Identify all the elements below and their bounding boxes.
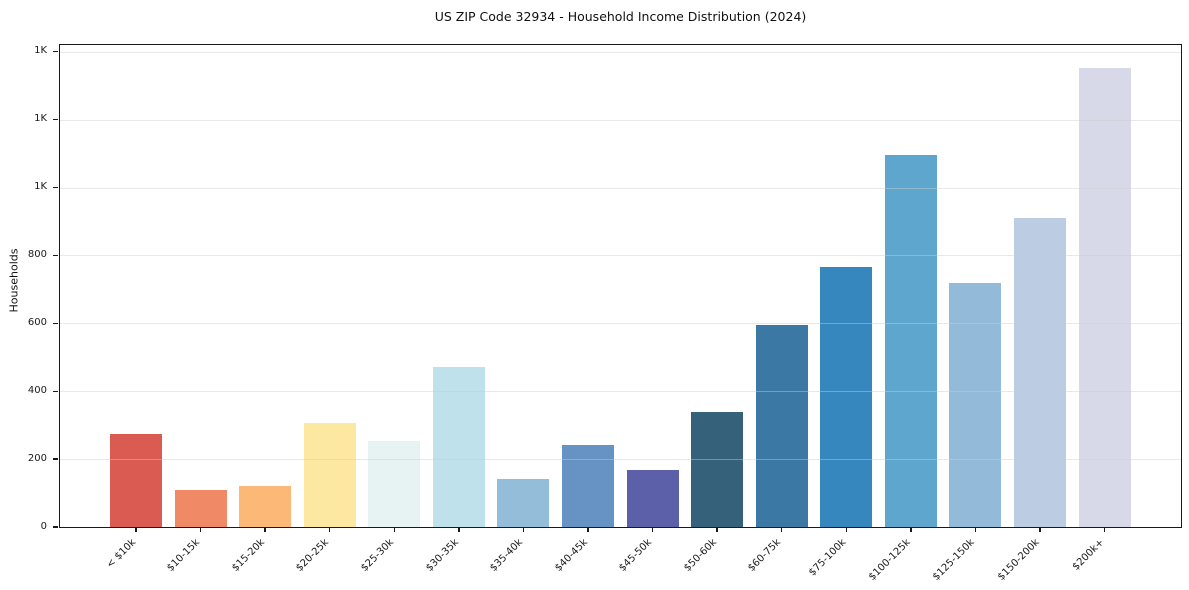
y-tick-mark [53,118,58,121]
gridline [60,459,1181,461]
y-tick-mark [53,390,58,392]
y-tick-mark [53,322,58,325]
y-tick-label: 800 [27,248,47,260]
y-tick-mark [53,458,58,460]
x-tick-mark [329,527,331,532]
bar [755,325,808,527]
bar [1078,68,1131,527]
gridline [60,187,1181,189]
y-tick-label: 1K [34,45,47,57]
y-tick-mark [53,51,58,53]
bar [884,155,937,527]
y-axis-label: Households [7,248,21,313]
x-tick-mark [910,527,912,532]
x-tick-mark [1039,527,1041,532]
bar [368,441,421,527]
bar [239,486,292,527]
x-tick-mark [781,527,783,532]
gridline [60,51,1181,53]
chart-title: US ZIP Code 32934 - Household Income Dis… [434,9,807,24]
gridline [60,323,1181,325]
bar [626,470,679,527]
y-tick-label: 400 [27,384,47,396]
x-tick-mark [135,527,137,532]
x-tick-mark [716,527,718,532]
x-tick-mark [522,527,525,532]
x-tick-mark [264,527,266,532]
bar [110,434,162,527]
y-tick-mark [53,186,58,189]
bar [1013,218,1066,527]
bar [820,267,873,527]
x-tick-mark [393,527,395,532]
x-tick-mark [458,527,460,532]
x-tick-mark [845,527,847,532]
bar [561,444,614,527]
plot-area: 0 200 400 600 800 1K 1K 1K < $10k $10-15k $15-20k… [28,44,1182,583]
x-tick-mark [1103,527,1106,532]
x-tick-mark [974,527,977,532]
x-tick-mark [587,527,589,532]
y-tick-label: 200 [27,452,47,464]
y-tick-label: 1K [34,113,47,125]
bar [174,490,227,527]
bar [432,367,485,527]
y-tick-mark [53,526,58,528]
gridline [60,391,1181,393]
y-tick-label: 0 [40,520,47,532]
bar [497,478,550,527]
x-tick-mark [651,527,654,532]
bar [303,422,356,527]
y-tick-label: 600 [27,316,47,328]
x-tick-mark [199,527,202,532]
bar [949,282,1002,527]
gridline [60,255,1181,257]
y-tick-mark [53,254,58,257]
y-tick-label: 1K [34,181,47,193]
gridline [60,119,1181,121]
bar [691,411,744,527]
